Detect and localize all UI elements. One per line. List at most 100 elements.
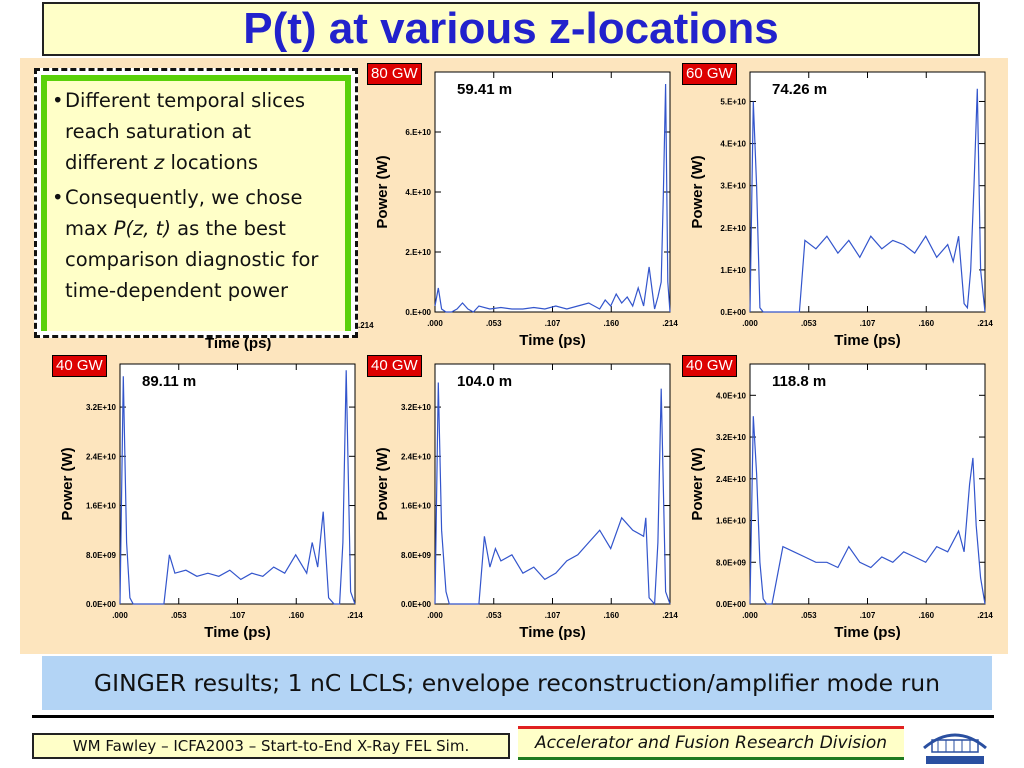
y-tick-label: 2.E+10 (405, 248, 431, 257)
plot-frame: .000 .053 .107 .160 .214 0.E+00 2.E+10 4.E+10 6.… (374, 71, 678, 349)
y-tick-label: 0.0E+00 (401, 600, 432, 609)
power-trace-line (749, 88, 986, 313)
x-tick-label: .107 (545, 319, 561, 328)
x-tick-label: .053 (171, 611, 187, 620)
plot-frame: .000 .053 .107 .160 .214 0.E+00 1.E+10 2.E+10 3.… (689, 71, 993, 349)
y-tick-label: 4.E+10 (720, 140, 746, 149)
y-tick-label: 3.2E+10 (86, 403, 117, 412)
y-tick-label: 8.0E+09 (86, 551, 117, 560)
y-tick-label: 1.E+10 (720, 266, 746, 275)
division-banner: Accelerator and Fusion Research Division (518, 726, 904, 760)
x-axis-label: Time (ps) (519, 624, 585, 641)
y-tick-label: 1.6E+10 (401, 502, 432, 511)
caption-bar: GINGER results; 1 nC LCLS; envelope reco… (42, 656, 992, 710)
plot-background (434, 363, 671, 605)
z-location-label: 89.11 m (142, 373, 196, 390)
bullet-item: Different temporal slices reach saturati… (52, 85, 339, 178)
divider (32, 715, 994, 718)
slide-title-box: P(t) at various z-locations (42, 2, 980, 56)
y-tick-label: 8.0E+09 (716, 558, 747, 567)
chart-panel-5: .000 .053 .107 .160 .214 0.0E+00 8.0E+09 1.6E+1… (680, 354, 998, 652)
y-tick-label: 3.2E+10 (401, 403, 432, 412)
plot-frame: .000 .053 .107 .160 .214 0.0E+00 8.0E+09 1.6E+1… (374, 363, 678, 641)
plot-background (749, 363, 986, 605)
x-tick-label: .160 (288, 611, 304, 620)
hidden-panel: .214 Time (ps) (205, 321, 374, 352)
x-tick-label: .107 (545, 611, 561, 620)
bullet-item: Consequently, we chose max P(z, t) as th… (52, 182, 339, 306)
note-box: Different temporal slices reach saturati… (34, 68, 358, 338)
y-tick-label: 0.0E+00 (86, 600, 117, 609)
x-axis-label: Time (ps) (834, 332, 900, 349)
plot-background (749, 71, 986, 313)
x-tick-label: .160 (918, 319, 934, 328)
y-tick-label: 2.4E+10 (401, 452, 432, 461)
plot-background (119, 363, 356, 605)
hidden-panel-tick: .214 (358, 321, 374, 330)
y-axis-label: Power (W) (374, 447, 391, 520)
y-tick-label: 2.E+10 (720, 224, 746, 233)
bullet-emphasis: z (154, 151, 165, 174)
y-tick-label: 4.E+10 (405, 188, 431, 197)
bullet-text: Consequently, we chose max (65, 186, 303, 240)
slide-title: P(t) at various z-locations (243, 4, 779, 53)
bullet-text: Different temporal slices reach saturati… (65, 89, 306, 174)
x-tick-label: .214 (662, 319, 678, 328)
bullet-list: Different temporal slices reach saturati… (51, 85, 339, 306)
x-tick-label: .000 (427, 319, 443, 328)
y-axis-label: Power (W) (689, 155, 706, 228)
peak-power-tag: 40 GW (682, 355, 737, 377)
bullet-text: as the best comparison diagnostic for ti… (65, 217, 319, 302)
chart-panel-1: .000 .053 .107 .160 .214 0.E+00 2.E+10 4.E+10 6.… (365, 62, 683, 360)
y-tick-label: 3.E+10 (720, 182, 746, 191)
plot-frame: .000 .053 .107 .160 .214 0.0E+00 8.0E+09 1.6E+1… (59, 363, 363, 641)
z-location-label: 59.41 m (457, 81, 512, 98)
peak-power-tag: 40 GW (52, 355, 107, 377)
chart-svg: .000 .053 .107 .160 .214 0.0E+00 8.0E+09 1.6E+1… (689, 363, 993, 641)
y-axis-label: Power (W) (59, 447, 76, 520)
division-text: Accelerator and Fusion Research Division (534, 733, 888, 753)
z-location-label: 118.8 m (772, 373, 826, 390)
y-tick-label: 5.E+10 (720, 97, 746, 106)
bullet-emphasis: P(z, t) (113, 217, 171, 240)
credit-box: WM Fawley – ICFA2003 – Start-to-End X-Ra… (32, 733, 510, 759)
power-trace-line (119, 370, 356, 605)
x-tick-label: .000 (742, 611, 758, 620)
note-frame: Different temporal slices reach saturati… (41, 75, 351, 331)
y-tick-label: 3.2E+10 (716, 433, 747, 442)
x-tick-label: .214 (347, 611, 363, 620)
x-tick-label: .000 (427, 611, 443, 620)
x-tick-label: .053 (801, 611, 817, 620)
x-tick-label: .053 (801, 319, 817, 328)
plot-area: .214 Time (ps) .000 .053 .107 .160 .214 0.E+0… (20, 58, 1008, 654)
power-trace-line (434, 83, 671, 313)
x-tick-label: .053 (486, 319, 502, 328)
chart-panel-2: .000 .053 .107 .160 .214 0.E+00 1.E+10 2.E+10 3.… (680, 62, 998, 360)
chart-panel-3: .000 .053 .107 .160 .214 0.0E+00 8.0E+09 1.6E+1… (50, 354, 368, 652)
chart-svg: .000 .053 .107 .160 .214 0.E+00 1.E+10 2.E+10 3.… (689, 71, 993, 349)
x-tick-label: .214 (662, 611, 678, 620)
x-tick-label: .214 (977, 611, 993, 620)
x-tick-label: .000 (742, 319, 758, 328)
power-trace-line (749, 416, 986, 605)
chart-svg: .000 .053 .107 .160 .214 0.0E+00 8.0E+09 1.6E+1… (59, 363, 363, 641)
chart-svg: .000 .053 .107 .160 .214 0.E+00 2.E+10 4.E+10 6.… (374, 71, 678, 349)
x-axis-label: Time (ps) (204, 624, 270, 641)
chart-panel-4: .000 .053 .107 .160 .214 0.0E+00 8.0E+09 1.6E+1… (365, 354, 683, 652)
peak-power-tag: 60 GW (682, 63, 737, 85)
y-tick-label: 0.E+00 (405, 308, 431, 317)
y-tick-label: 2.4E+10 (716, 475, 747, 484)
y-tick-label: 0.E+00 (720, 308, 746, 317)
y-axis-label: Power (W) (689, 447, 706, 520)
credit-text: WM Fawley – ICFA2003 – Start-to-End X-Ra… (72, 737, 470, 755)
y-tick-label: 6.E+10 (405, 128, 431, 137)
x-tick-label: .107 (860, 319, 876, 328)
x-tick-label: .160 (603, 611, 619, 620)
y-tick-label: 1.6E+10 (86, 502, 117, 511)
x-tick-label: .053 (486, 611, 502, 620)
z-location-label: 74.26 m (772, 81, 827, 98)
y-axis-label: Power (W) (374, 155, 391, 228)
y-tick-label: 1.6E+10 (716, 517, 747, 526)
y-tick-label: 4.0E+10 (716, 391, 747, 400)
z-location-label: 104.0 m (457, 373, 512, 390)
